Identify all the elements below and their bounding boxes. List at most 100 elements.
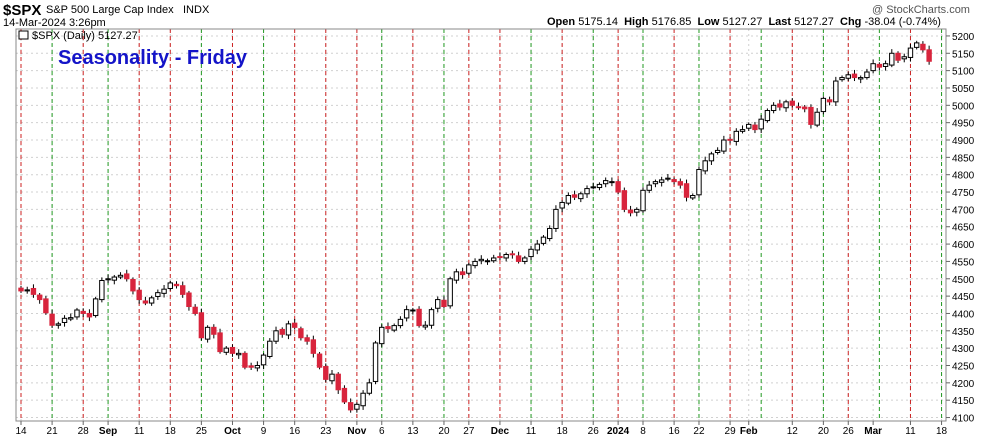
candle-body: [739, 129, 746, 132]
candle-body: [55, 323, 62, 326]
candle-body: [217, 332, 223, 353]
y-tick-label: 4350: [952, 327, 975, 338]
x-tick-label: 18: [936, 426, 948, 437]
candle-body: [167, 282, 173, 289]
candle-body: [714, 149, 721, 153]
candle-body: [596, 183, 603, 189]
ohlc-readout: Open 5175.14 High 5176.85 Low 5127.27 La…: [547, 16, 941, 28]
candle-body: [702, 160, 708, 172]
candle-body: [61, 317, 68, 323]
candle-body: [24, 289, 30, 292]
candle-body: [820, 97, 827, 113]
y-tick-label: 4300: [952, 344, 975, 355]
candle-body: [503, 253, 509, 259]
x-tick-label: Oct: [224, 426, 241, 437]
y-tick-label: 5150: [952, 49, 975, 60]
datetime-label: 14-Mar-2024 3:26pm: [3, 17, 106, 29]
candle-body: [727, 138, 733, 141]
candle-body: [553, 208, 559, 229]
candle-body: [99, 280, 105, 301]
x-tick-label: 26: [843, 426, 855, 437]
x-tick-label: 20: [818, 426, 830, 437]
x-tick-label: 27: [463, 426, 475, 437]
candle-body: [876, 63, 883, 68]
candle-body: [86, 312, 93, 318]
candle-body: [428, 309, 435, 326]
candle-body: [802, 106, 808, 110]
high-label: High: [624, 16, 649, 28]
candle-body: [870, 63, 876, 72]
candle-body: [484, 260, 491, 263]
candle-body: [173, 283, 180, 287]
candle-body: [341, 387, 348, 403]
candle-body: [677, 181, 684, 186]
candle-body: [329, 373, 335, 382]
candle-body: [895, 52, 901, 61]
x-tick-label: 23: [320, 426, 332, 437]
candle-body: [142, 300, 149, 304]
candle-body: [148, 297, 155, 304]
last-value: 5127.27: [794, 16, 834, 28]
candle-body: [808, 106, 814, 125]
candle-body: [260, 354, 267, 366]
candle-body: [279, 328, 285, 335]
grid-layer: [16, 29, 946, 421]
candle-body: [18, 287, 24, 292]
y-tick-label: 4250: [952, 361, 975, 372]
candle-body: [410, 309, 416, 312]
x-tick-label: 22: [693, 426, 705, 437]
candle-body: [416, 308, 422, 327]
x-tick-label: Dec: [491, 426, 510, 437]
chg-label: Chg: [840, 16, 862, 28]
candle-body: [267, 340, 273, 357]
index-name: S&P 500 Large Cap Index: [46, 4, 174, 16]
candle-body: [298, 328, 304, 339]
candle-body: [658, 179, 665, 183]
candle-body: [758, 118, 764, 130]
y-tick-label: 5000: [952, 101, 975, 112]
candle-body: [590, 186, 596, 189]
candle-body: [696, 168, 702, 196]
candle-body: [534, 243, 540, 251]
candle-body: [665, 177, 671, 180]
candle-body: [117, 274, 124, 278]
candle-body: [907, 47, 914, 58]
candle-body: [441, 299, 447, 308]
y-axis-labels: 4100 4150 4200 4250 4300 4350 4400 4450 4500 4550…: [946, 32, 975, 425]
candle-body: [360, 392, 366, 407]
x-tick-label: 8: [640, 426, 646, 437]
candle-body: [752, 124, 758, 131]
candle-body: [105, 278, 111, 281]
y-tick-label: 4600: [952, 240, 975, 251]
candle-body: [304, 337, 310, 342]
candle-body: [789, 100, 795, 106]
x-tick-label: 2024: [607, 426, 630, 437]
candle-body: [291, 322, 298, 328]
x-tick-label: 20: [438, 426, 450, 437]
y-tick-label: 4650: [952, 223, 975, 234]
candle-body: [242, 352, 248, 368]
candle-body: [845, 74, 851, 79]
candle-body: [497, 256, 503, 259]
candle-body: [391, 325, 397, 331]
friday-lines-layer: [20, 29, 943, 421]
candle-body: [864, 71, 870, 79]
exchange-label: INDX: [183, 4, 210, 16]
symbol-label: $SPX: [3, 2, 42, 19]
y-tick-label: 5200: [952, 32, 975, 43]
x-tick-label: 14: [15, 426, 27, 437]
x-tick-label: 13: [407, 426, 419, 437]
x-tick-label: 28: [78, 426, 90, 437]
candle-body: [920, 43, 926, 51]
candle-body: [826, 99, 833, 103]
candle-body: [839, 77, 845, 81]
candle-body: [547, 227, 553, 240]
candle-body: [478, 258, 484, 262]
y-tick-label: 4200: [952, 379, 975, 390]
x-axis-labels: 14 21 28 Sep 11 18 25 Oct 9 16 23 Nov 6 13 20 27 Dec 11 18…: [15, 421, 948, 437]
candle-body: [578, 193, 584, 200]
legend-text: $SPX (Daily) 5127.27: [32, 30, 138, 42]
candle-body: [111, 276, 117, 281]
candle-body: [397, 318, 404, 327]
candle-body: [403, 309, 410, 319]
